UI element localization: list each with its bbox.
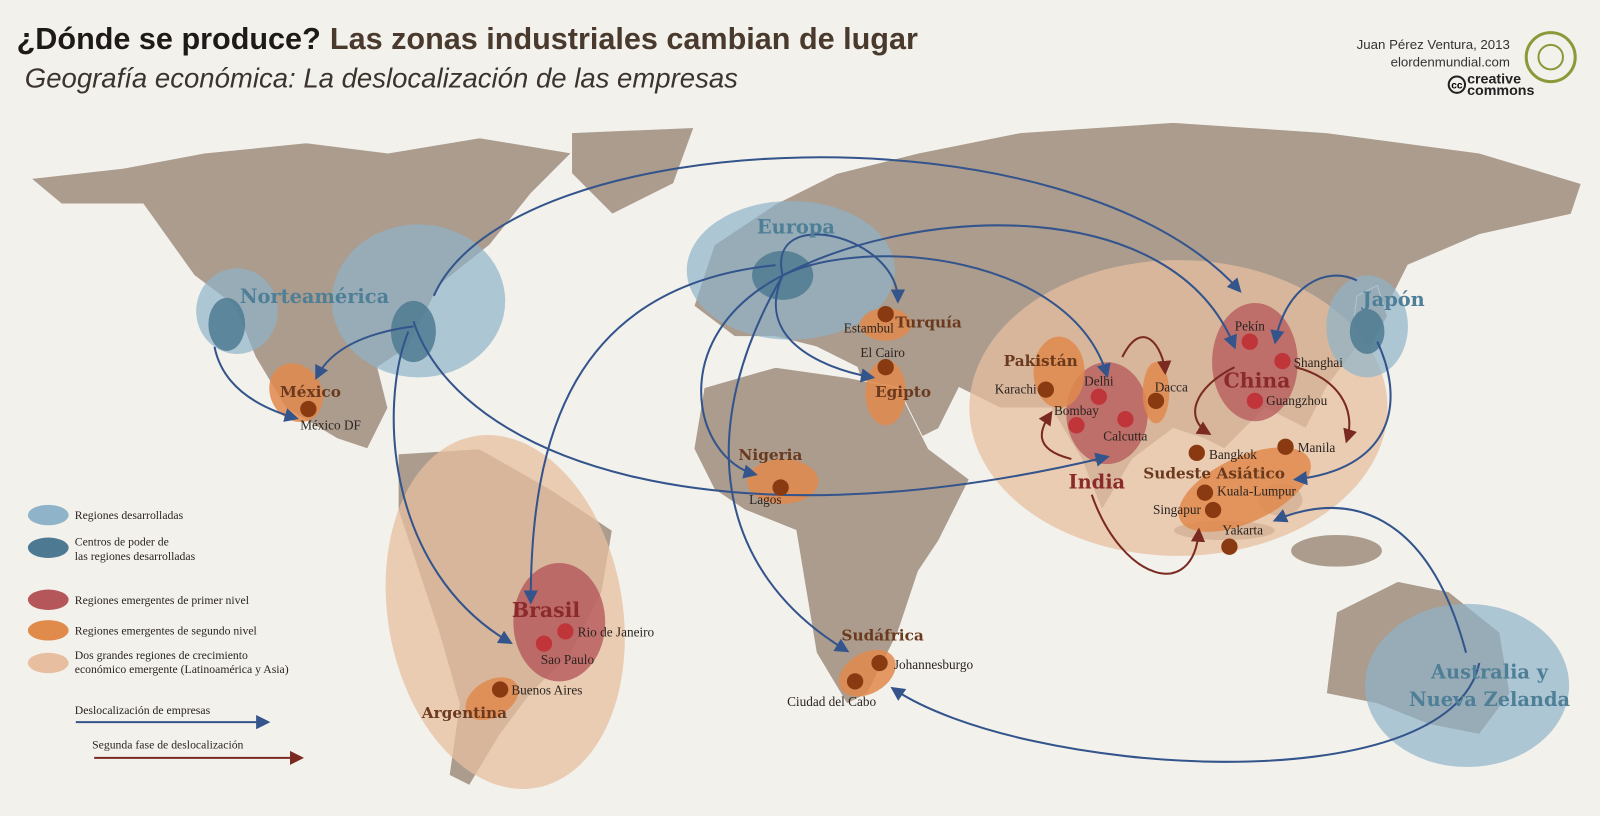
city-dot (1147, 392, 1165, 410)
city-dot (1196, 484, 1214, 501)
city-dot (1188, 444, 1205, 462)
city-dot (1117, 411, 1134, 428)
license: creative (1467, 72, 1521, 88)
region-label: India (1069, 471, 1126, 494)
license: commons (1467, 83, 1534, 99)
city-dot (1246, 392, 1264, 410)
cc-mark: cc (1451, 81, 1463, 92)
city-dot (877, 306, 894, 323)
city-dot (1204, 501, 1222, 519)
city-dot (846, 673, 864, 690)
region-label: Turquía (895, 313, 962, 331)
legend-label: Regiones desarrolladas (75, 509, 184, 522)
city-label: El Cairo (860, 345, 905, 360)
zones (196, 200, 1570, 789)
region-label: Norteamérica (240, 285, 390, 308)
region-label: Europa (757, 216, 835, 239)
region-label: Nigeria (738, 446, 802, 464)
city-label: Lagos (749, 492, 781, 507)
legend-label: Centros de poder de (75, 536, 169, 549)
city-label: Pekín (1235, 318, 1266, 333)
legend-label: Segunda fase de deslocalización (92, 739, 243, 752)
city-label: Karachi (995, 382, 1037, 397)
city-dot (300, 400, 317, 418)
legend-label: económico emergente (Latinoamérica y Asi… (75, 663, 289, 676)
city-label: Kuala-Lumpur (1217, 484, 1296, 499)
city-dot (1037, 381, 1054, 398)
city-dot (1274, 352, 1291, 370)
legend-label: Deslocalización de empresas (75, 704, 211, 717)
city-label: Rio de Janeiro (578, 624, 655, 639)
title: ¿Dónde se produce? Las zonas industriales… (17, 22, 918, 56)
region-label: Australia y (1430, 660, 1549, 683)
region-label: Pakistán (1004, 352, 1078, 370)
legend-label: Regiones emergentes de segundo nivel (75, 624, 258, 637)
city-label: Ciudad del Cabo (787, 694, 876, 709)
region-label: Sudeste Asiático (1143, 464, 1285, 482)
city-label: México DF (300, 417, 361, 432)
city-dot (535, 635, 553, 652)
city-label: Bombay (1054, 403, 1099, 418)
credit-site: elordenmundial.com (1391, 54, 1510, 69)
title-question: ¿Dónde se produce? (17, 22, 321, 56)
city-label: Buenos Aires (511, 683, 582, 698)
city-dot (1241, 333, 1258, 350)
city-dot (557, 623, 574, 640)
city-dot (1068, 417, 1085, 434)
city-label: Calcutta (1103, 429, 1147, 444)
city-label: Sao Paulo (541, 652, 595, 667)
city-dot (877, 359, 894, 376)
legend-label: Dos grandes regiones de crecimiento (75, 649, 248, 662)
region-label: Sudáfrica (841, 627, 923, 645)
credits-logo (1447, 31, 1577, 94)
region-label: Argentina (421, 704, 507, 722)
city-dot (1090, 388, 1108, 405)
region-label: México (280, 383, 341, 401)
city-dot (1221, 538, 1238, 555)
arrows (213, 156, 1481, 763)
city-label: Yakarta (1222, 522, 1263, 537)
title-rest: Las zonas industriales cambian de lugar (330, 22, 918, 56)
region-label: China (1224, 369, 1291, 393)
city-label: Guangzhou (1266, 393, 1327, 408)
city-label: Delhi (1084, 374, 1114, 389)
city-dot (491, 681, 509, 698)
region-label: Japón (1361, 288, 1425, 311)
city-dot (1277, 438, 1294, 455)
city-dot (772, 479, 789, 496)
region-label: Nueva Zelanda (1409, 688, 1571, 711)
legend-label: las regiones desarrolladas (75, 550, 196, 563)
city-label: Manila (1298, 440, 1336, 455)
region-label: Egipto (875, 383, 931, 401)
credit-author: Juan Pérez Ventura, 2013 (1357, 37, 1510, 52)
region-label: Brasil (512, 598, 580, 622)
legend: Regiones desarrolladas Centros de poder d… (27, 504, 305, 765)
city-label: Singapur (1153, 502, 1201, 517)
city-dot (871, 654, 888, 672)
city-label: Estambul (844, 321, 894, 336)
city-label: Dacca (1155, 380, 1188, 395)
subtitle: Geografía económica: La deslocalización … (25, 63, 738, 94)
legend-label: Regiones emergentes de primer nivel (75, 594, 250, 607)
city-label: Shanghai (1294, 355, 1344, 370)
city-label: Bangkok (1209, 447, 1257, 462)
city-label: Johannesburgo (894, 657, 974, 672)
